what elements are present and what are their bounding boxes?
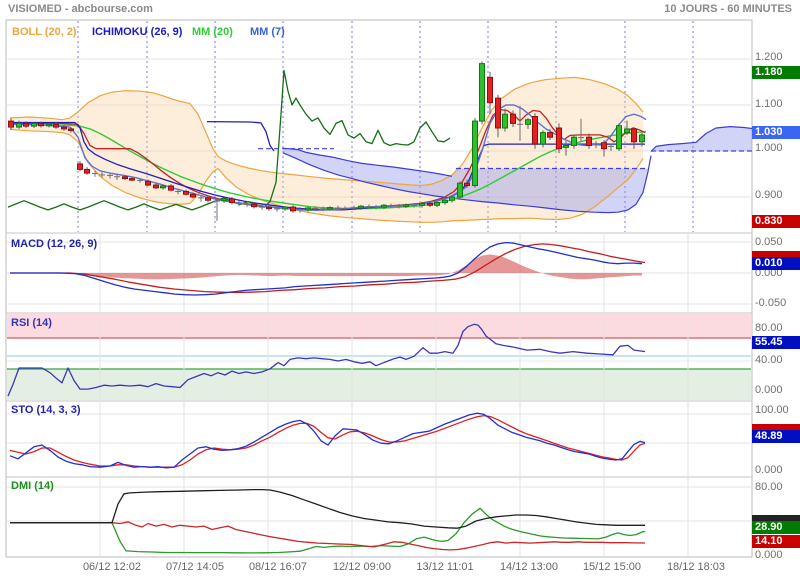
price-last-badge: 1.030 [752,126,800,139]
dmi-tick-0: 0.000 [755,549,783,561]
dmi-tick-80: 80.00 [755,481,783,493]
price-tick-1000: 1.000 [755,142,783,154]
x-tick-6: 15/12 15:00 [582,561,642,573]
dmi-minus-badge: 14.10 [752,535,800,548]
price-tick-1200: 1.200 [755,51,783,63]
legend-ichimoku: ICHIMOKU (26, 9) [92,26,183,38]
price-tick-1100: 1.100 [755,98,783,110]
macd-last-badge: 0.010 [752,257,800,270]
legend-boll: BOLL (20, 2) [12,26,77,38]
rsi-tick-40: 40.00 [755,354,783,366]
dmi-plus-badge: 28.90 [752,521,800,534]
dmi-panel-label: DMI (14) [11,480,54,492]
x-tick-4: 13/12 11:01 [416,561,474,573]
period-label: 10 JOURS - 60 MINUTES [664,3,792,15]
rsi-panel-label: RSI (14) [11,317,52,329]
sto-tick-100: 100.00 [755,404,789,416]
legend-mm7: MM (7) [250,26,285,38]
legend-mm20: MM (20) [192,26,233,38]
x-tick-0: 06/12 12:02 [82,561,142,573]
x-tick-3: 12/12 09:00 [332,561,392,573]
rsi-tick-0: 0.000 [755,384,783,396]
price-low-badge: 0.830 [752,215,800,228]
price-high-badge: 1.180 [752,66,800,79]
rsi-tick-80: 80.00 [755,322,783,334]
macd-panel-label: MACD (12, 26, 9) [11,238,98,250]
sto-last-badge: 48.89 [752,430,800,443]
macd-tick-zero: 0.000 [755,267,783,279]
x-tick-2: 08/12 16:07 [248,561,308,573]
price-tick-0900: 0.900 [755,189,783,201]
chart-title: VISIOMED - abcbourse.com [8,3,153,15]
x-tick-5: 14/12 13:00 [499,561,559,573]
macd-tick-pos: 0.050 [755,236,783,248]
x-tick-7: 18/12 18:03 [666,561,726,573]
sto-tick-0: 0.000 [755,464,783,476]
rsi-last-badge: 55.45 [752,336,800,349]
macd-tick-neg: -0.050 [755,297,787,309]
x-tick-1: 07/12 14:05 [165,561,225,573]
sto-panel-label: STO (14, 3, 3) [11,404,81,416]
